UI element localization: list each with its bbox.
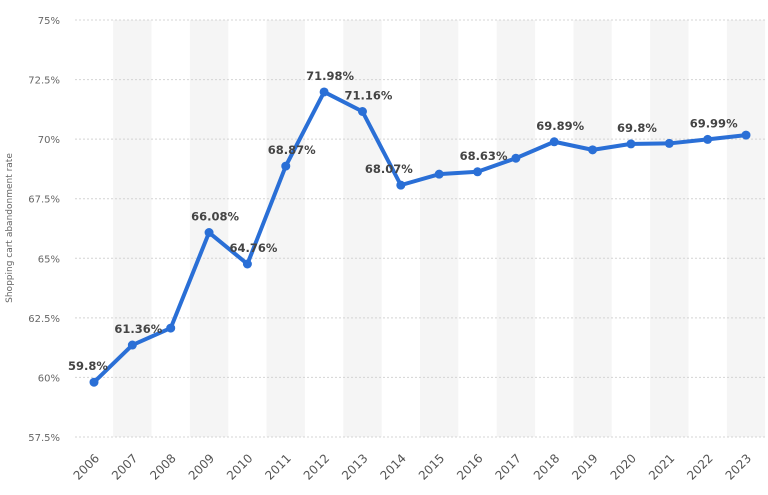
x-tick-label: 2011	[262, 451, 293, 482]
data-label: 64.76%	[229, 241, 277, 255]
column-band	[343, 20, 382, 437]
column-band	[496, 20, 536, 437]
y-tick-label: 72.5%	[28, 76, 60, 87]
data-label: 71.16%	[345, 89, 393, 103]
y-axis-label: Shopping cart abandonment rate	[5, 153, 15, 303]
x-tick-label: 2015	[416, 451, 447, 482]
data-label: 69.99%	[690, 116, 738, 130]
data-label: 59.8%	[68, 359, 108, 373]
data-point	[396, 180, 406, 190]
data-label: 68.87%	[268, 143, 316, 157]
data-point	[281, 161, 291, 171]
y-tick-label: 75%	[38, 16, 60, 27]
data-label: 69.89%	[536, 119, 584, 133]
x-tick-label: 2021	[646, 451, 677, 482]
x-tick-label: 2008	[147, 451, 178, 482]
y-tick-label: 65%	[38, 254, 60, 265]
data-point	[664, 138, 674, 148]
y-tick-label: 70%	[38, 135, 60, 146]
data-point	[434, 169, 444, 179]
x-tick-label: 2018	[531, 451, 562, 482]
data-point	[242, 259, 252, 269]
x-tick-label: 2019	[569, 451, 600, 482]
x-tick-label: 2020	[608, 451, 639, 482]
data-label: 61.36%	[114, 322, 162, 336]
data-point	[588, 145, 598, 155]
y-tick-label: 67.5%	[28, 195, 60, 206]
x-tick-label: 2006	[71, 451, 102, 482]
data-point	[511, 153, 521, 163]
data-point	[473, 167, 483, 177]
x-tick-label: 2017	[493, 451, 524, 482]
data-point	[357, 107, 367, 117]
data-point	[626, 139, 636, 149]
x-tick-label: 2023	[723, 451, 754, 482]
column-band	[420, 20, 459, 437]
column-band	[726, 20, 766, 437]
x-tick-label: 2013	[339, 451, 370, 482]
data-point	[89, 377, 99, 387]
data-label: 69.8%	[617, 121, 657, 135]
x-tick-label: 2007	[109, 451, 140, 482]
y-tick-label: 60%	[38, 373, 60, 384]
data-point	[127, 340, 137, 350]
x-tick-label: 2022	[684, 451, 715, 482]
data-point	[319, 87, 329, 97]
data-label: 68.07%	[365, 162, 413, 176]
data-label: 71.98%	[306, 69, 354, 83]
data-point	[204, 228, 214, 238]
data-point	[703, 134, 713, 144]
column-band	[113, 20, 152, 437]
y-tick-label: 62.5%	[28, 314, 60, 325]
data-label: 66.08%	[191, 210, 239, 224]
x-tick-label: 2012	[301, 451, 332, 482]
data-point	[166, 323, 176, 333]
x-tick-label: 2014	[377, 451, 408, 482]
data-label: 68.63%	[460, 149, 508, 163]
column-band	[573, 20, 612, 437]
data-point	[549, 137, 559, 147]
x-tick-label: 2009	[186, 451, 217, 482]
column-band	[650, 20, 689, 437]
data-point	[741, 130, 751, 140]
series-line	[92, 89, 747, 384]
x-tick-label: 2016	[454, 451, 485, 482]
column-band	[266, 20, 305, 437]
x-tick-label: 2010	[224, 451, 255, 482]
y-tick-label: 57.5%	[28, 433, 60, 444]
